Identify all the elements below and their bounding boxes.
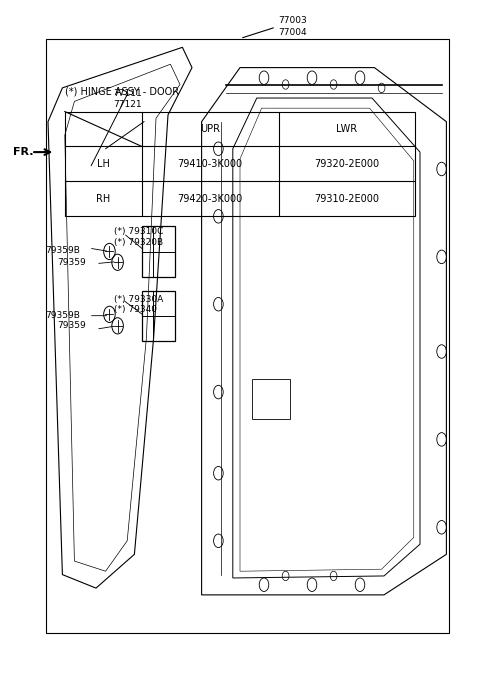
Text: 79359B: 79359B <box>46 245 81 255</box>
Text: 79359: 79359 <box>58 258 86 267</box>
Text: FR.: FR. <box>13 147 34 157</box>
Text: 77003: 77003 <box>278 16 307 25</box>
Text: 79310-2E000: 79310-2E000 <box>314 194 379 204</box>
Text: (*) 79330A: (*) 79330A <box>114 295 164 304</box>
Text: UPR: UPR <box>200 124 220 134</box>
Text: (*) HINGE ASSY - DOOR: (*) HINGE ASSY - DOOR <box>65 87 179 96</box>
Text: 79410-3K000: 79410-3K000 <box>178 159 243 169</box>
Text: 79359B: 79359B <box>46 311 81 320</box>
Text: 79359: 79359 <box>58 321 86 331</box>
Text: LWR: LWR <box>336 124 358 134</box>
Text: 77111: 77111 <box>113 89 142 98</box>
Text: (*) 79320B: (*) 79320B <box>114 237 163 247</box>
Text: 77121: 77121 <box>113 100 142 110</box>
Text: 79320-2E000: 79320-2E000 <box>314 159 379 169</box>
Text: RH: RH <box>96 194 110 204</box>
Text: LH: LH <box>97 159 110 169</box>
Text: (*) 79340: (*) 79340 <box>114 305 157 314</box>
Text: 77004: 77004 <box>278 28 307 37</box>
Text: (*) 79310C: (*) 79310C <box>114 227 164 237</box>
Text: 79420-3K000: 79420-3K000 <box>178 194 243 204</box>
